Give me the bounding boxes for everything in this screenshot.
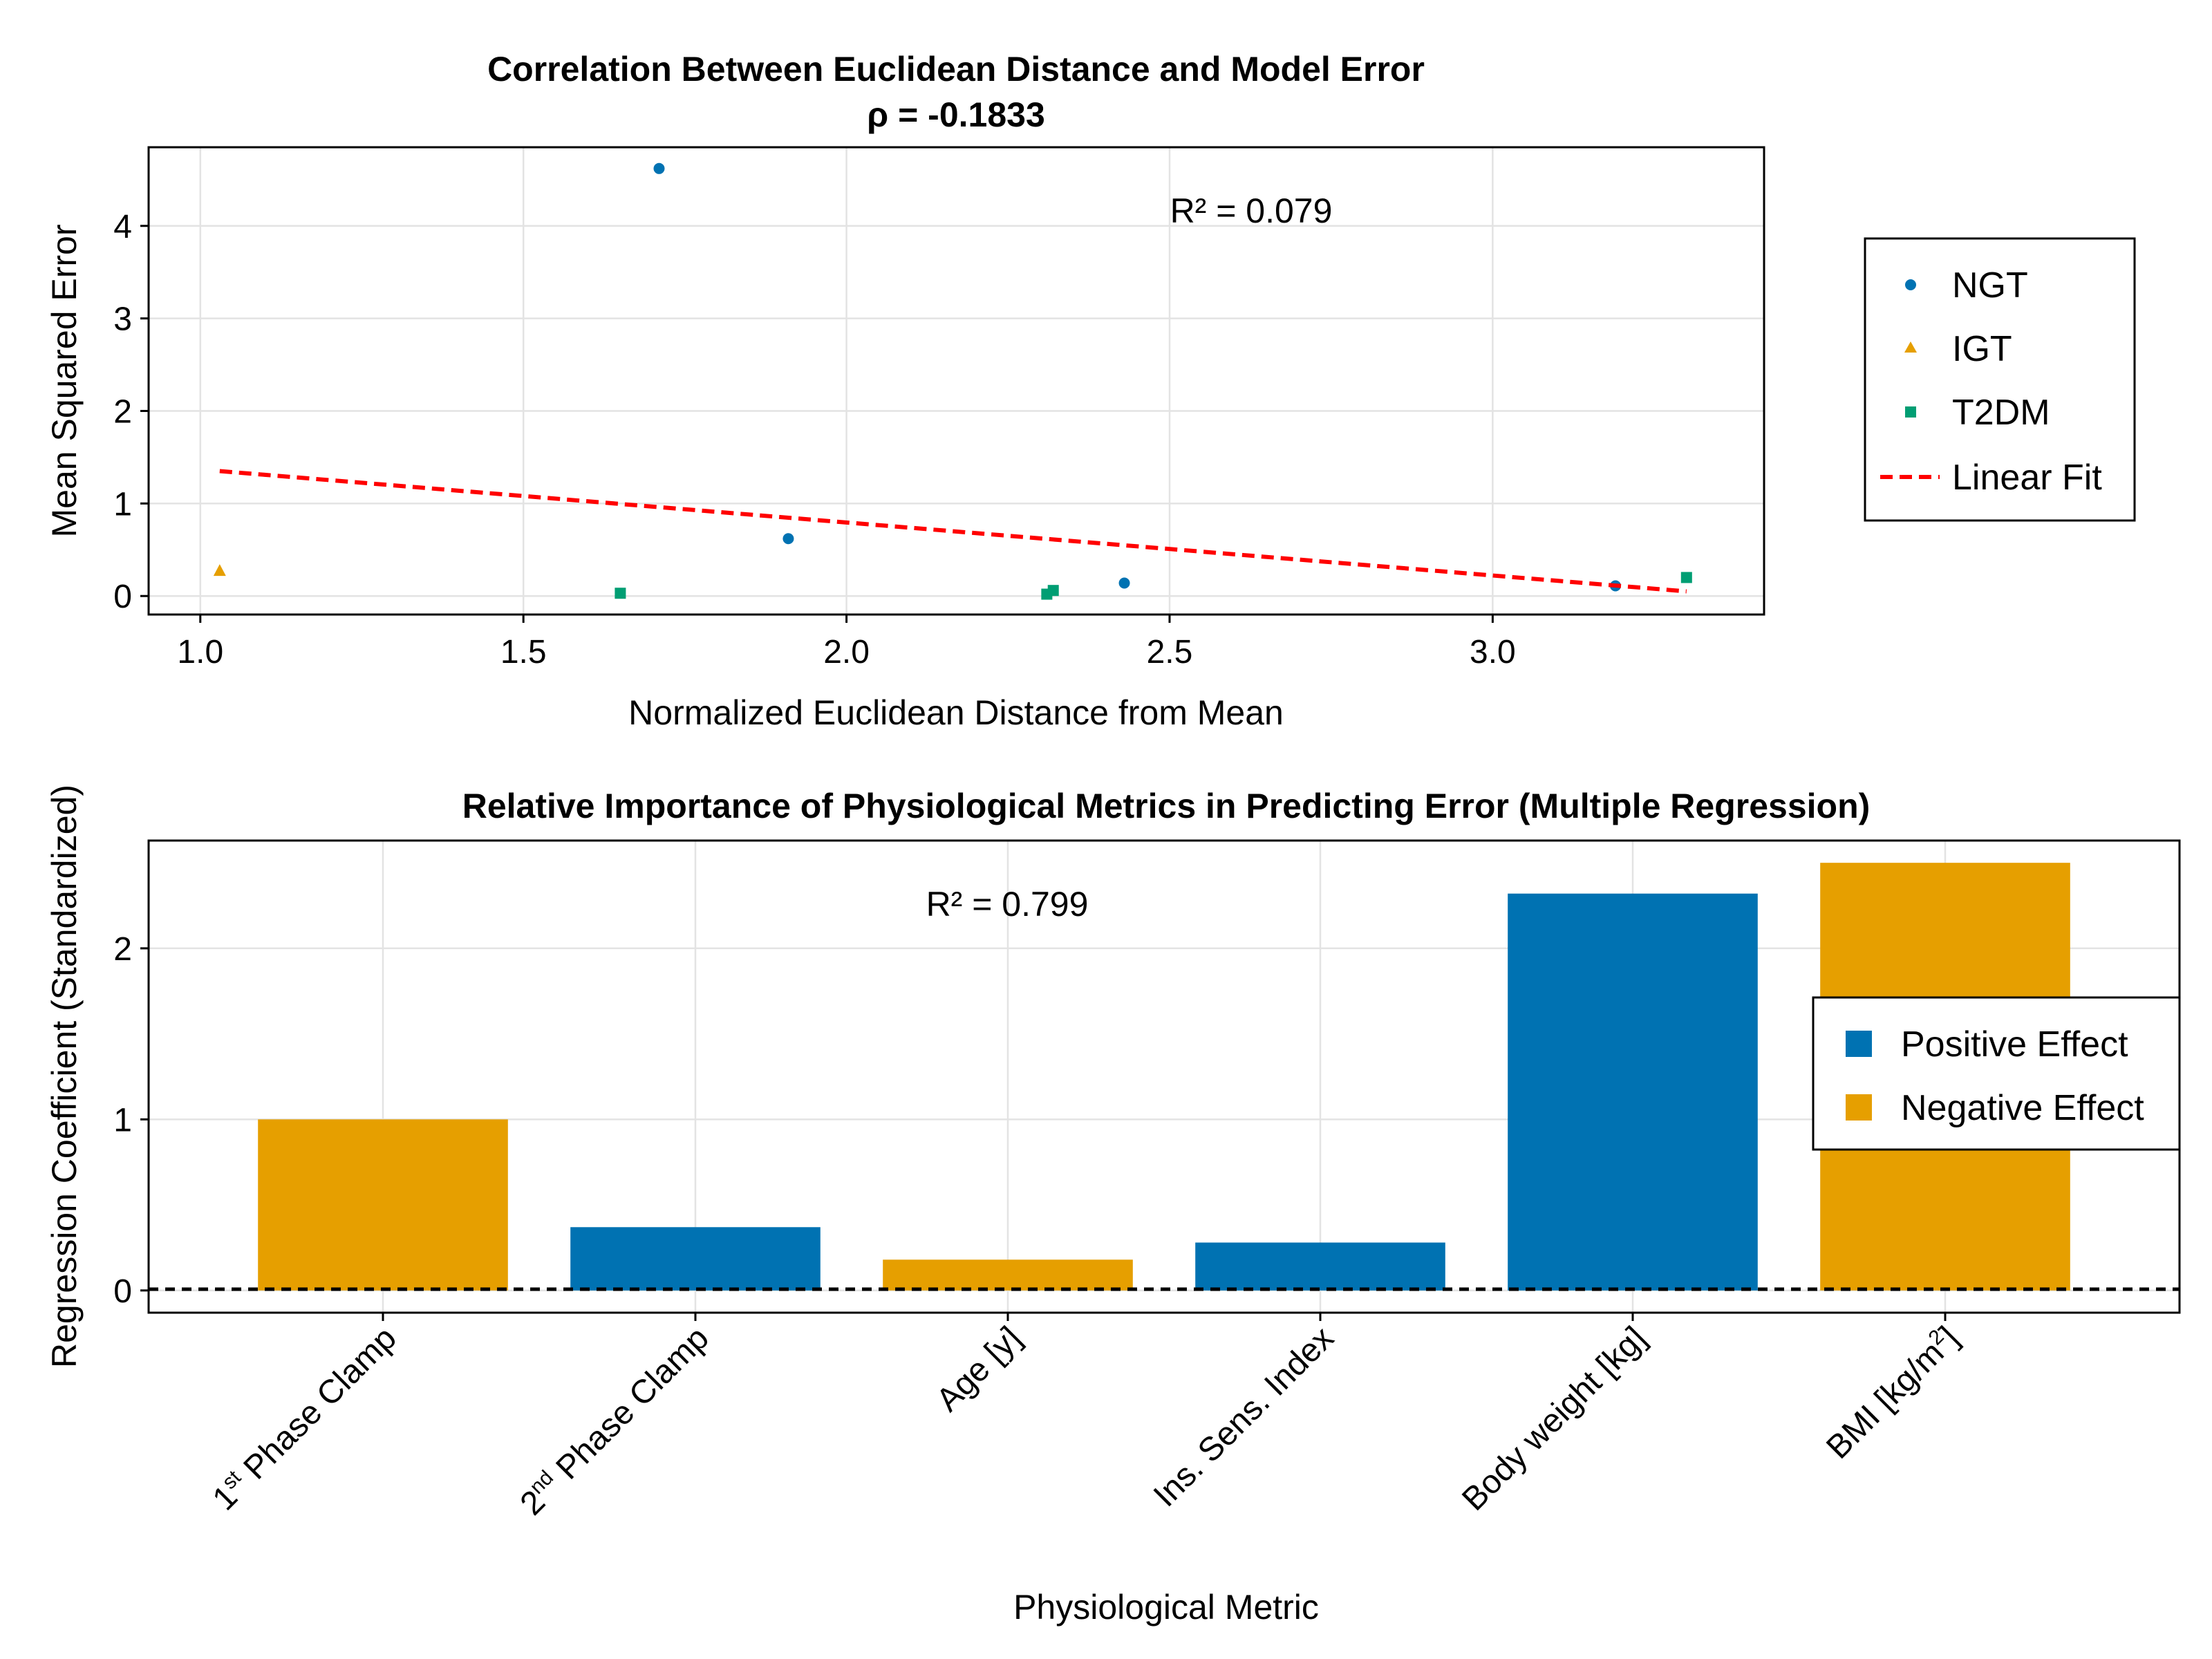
scatter-y-tick-label: 4 [113, 209, 132, 245]
scatter-y-tick-label: 1 [113, 486, 132, 523]
scatter-x-axis-label: Normalized Euclidean Distance from Mean [628, 693, 1284, 732]
ngt-point [653, 162, 665, 174]
legend-t2dm-marker [1905, 406, 1916, 418]
scatter-y-tick-label: 0 [113, 579, 132, 615]
bar-r2-annotation: R² = 0.799 [926, 885, 1089, 924]
t2dm-point [615, 588, 626, 599]
scatter-title: Correlation Between Euclidean Distance a… [487, 50, 1425, 88]
scatter-grid [149, 147, 1764, 615]
bar-y-tick-label: 1 [113, 1102, 132, 1138]
bar-y-tick-label: 2 [113, 931, 132, 968]
legend-positive-label: Positive Effect [1901, 1024, 2128, 1065]
scatter-x-tick-labels: 1.0 1.5 2.0 2.5 3.0 [177, 615, 1516, 671]
bar [570, 1227, 821, 1291]
bar [1508, 893, 1758, 1291]
scatter-plot-frame [147, 146, 1765, 616]
legend-negative-swatch [1846, 1094, 1872, 1121]
legend-positive-swatch [1846, 1031, 1872, 1057]
scatter-x-tick-label: 3.0 [1470, 634, 1516, 671]
scatter-x-tick-label: 2.5 [1147, 634, 1193, 671]
bar-y-tick-labels: 0 1 2 [113, 931, 149, 1310]
scatter-y-tick-labels: 0 1 2 3 4 [113, 209, 149, 615]
bar [258, 1119, 508, 1291]
bar-title: Relative Importance of Physiological Met… [462, 787, 1871, 825]
scatter-r2-annotation: R² = 0.079 [1170, 191, 1333, 230]
bar-legend-box [1812, 996, 2181, 1151]
bar [883, 1259, 1133, 1291]
ngt-point [782, 533, 794, 545]
scatter-y-tick-label: 3 [113, 301, 132, 338]
scatter-marks [213, 162, 1692, 600]
legend-ngt-label: NGT [1952, 265, 2028, 306]
linear-fit-line [219, 469, 1687, 594]
bar-y-tick-label: 0 [113, 1273, 132, 1310]
scatter-panel: Correlation Between Euclidean Distance a… [45, 50, 2136, 732]
legend-igt-label: IGT [1952, 329, 2012, 369]
t2dm-point [1680, 572, 1692, 583]
igt-point [213, 564, 226, 577]
scatter-legend: NGT IGT T2DM Linear Fit [1864, 237, 2136, 522]
scatter-subtitle: ρ = -0.1833 [867, 95, 1045, 134]
ngt-point [1118, 577, 1130, 589]
bar [1195, 1242, 1445, 1291]
legend-ngt-marker [1905, 279, 1916, 290]
legend-t2dm-label: T2DM [1952, 393, 2050, 433]
scatter-y-axis-label: Mean Squared Error [45, 224, 84, 537]
scatter-x-tick-label: 1.0 [177, 634, 223, 671]
scatter-y-tick-label: 2 [113, 394, 132, 431]
scatter-x-tick-label: 2.0 [823, 634, 870, 671]
legend-negative-label: Negative Effect [1901, 1088, 2144, 1128]
legend-igt-marker [1904, 341, 1917, 353]
scatter-x-tick-label: 1.5 [500, 634, 547, 671]
legend-linear-fit-label: Linear Fit [1952, 458, 2102, 498]
bar-y-axis-label: Regression Coefficient (Standardized) [45, 785, 84, 1368]
bar-legend: Positive Effect Negative Effect [1812, 996, 2181, 1151]
t2dm-point [1047, 585, 1059, 597]
bar-x-axis-label: Physiological Metric [1013, 1588, 1319, 1627]
